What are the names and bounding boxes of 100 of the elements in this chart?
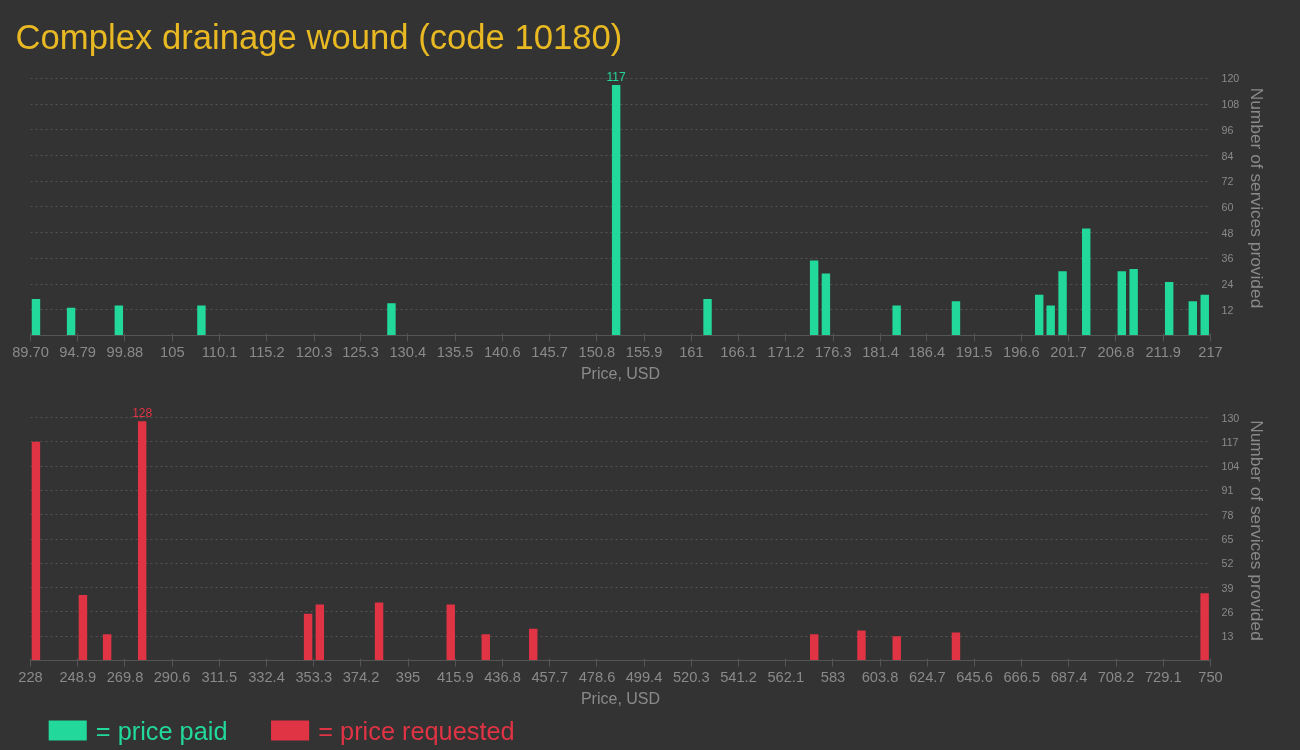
x-tick-label: 99.88 — [106, 343, 144, 360]
legend-label: = price paid — [95, 716, 228, 745]
x-tick-label: 181.4 — [862, 343, 899, 360]
bar — [810, 634, 819, 661]
bar — [1129, 269, 1138, 336]
bar — [303, 613, 313, 661]
y-tick-label: 26 — [1221, 605, 1234, 618]
y-tick-label: 120 — [1221, 72, 1240, 85]
bar — [1034, 294, 1044, 336]
bar — [197, 305, 206, 336]
x-tick-label: 708.2 — [1097, 668, 1135, 685]
y-axis-title: Number of services provided — [1247, 87, 1268, 309]
y-tick-label: 96 — [1221, 123, 1234, 136]
x-tick-label: 125.3 — [342, 343, 379, 360]
bar — [481, 634, 490, 661]
x-tick-label: 603.8 — [861, 668, 899, 685]
bar — [857, 630, 866, 661]
x-tick-label: 191.5 — [955, 343, 993, 360]
bar — [1046, 305, 1055, 336]
x-axis-title: Price, USD — [580, 364, 661, 382]
x-tick-label: 155.9 — [625, 343, 663, 360]
data-label: 117 — [606, 69, 627, 84]
x-tick-label: 729.1 — [1144, 668, 1182, 685]
y-tick-label: 65 — [1221, 533, 1234, 545]
x-tick-label: 186.4 — [908, 343, 946, 360]
y-tick-label: 104 — [1221, 460, 1240, 473]
bar — [387, 303, 396, 336]
bar — [611, 84, 621, 336]
x-tick-label: 206.8 — [1097, 343, 1135, 360]
bar — [31, 299, 41, 336]
bar — [892, 305, 901, 336]
x-tick-label: 562.1 — [767, 668, 805, 685]
x-tick-label: 130.4 — [389, 343, 427, 360]
y-axis-title: Number of services provided — [1247, 420, 1268, 641]
bar — [821, 273, 831, 336]
bar — [1117, 271, 1127, 336]
x-tick-label: 176.3 — [814, 343, 852, 360]
x-tick-label: 135.5 — [436, 343, 474, 360]
x-tick-label: 395 — [395, 668, 421, 685]
x-tick-label: 290.6 — [153, 668, 191, 685]
x-tick-label: 541.2 — [720, 668, 757, 685]
legend-label: = price requested — [318, 716, 515, 745]
y-tick-label: 117 — [1221, 435, 1239, 448]
bar — [446, 604, 455, 661]
x-tick-label: 211.9 — [1145, 343, 1182, 360]
x-tick-label: 94.79 — [59, 343, 97, 360]
y-tick-label: 72 — [1221, 175, 1234, 188]
x-tick-label: 332.4 — [248, 668, 285, 685]
x-tick-label: 161 — [679, 343, 704, 360]
x-tick-label: 145.7 — [531, 343, 568, 360]
x-tick-label: 140.6 — [483, 343, 521, 360]
y-tick-label: 130 — [1221, 411, 1240, 424]
data-label: 128 — [132, 406, 153, 421]
x-tick-label: 166.1 — [720, 343, 758, 360]
x-axis-title: Price, USD — [580, 689, 661, 707]
bar — [1188, 301, 1198, 336]
bar — [102, 634, 112, 661]
bar — [114, 305, 124, 336]
y-tick-label: 36 — [1221, 252, 1234, 265]
bar — [1164, 281, 1174, 336]
y-tick-label: 12 — [1221, 303, 1234, 316]
x-tick-label: 624.7 — [908, 668, 946, 685]
bar — [1200, 593, 1209, 661]
x-tick-label: 217 — [1198, 343, 1223, 360]
x-tick-label: 115.2 — [249, 343, 285, 360]
x-tick-label: 750 — [1198, 668, 1223, 685]
x-tick-label: 120.3 — [295, 343, 333, 360]
x-tick-label: 201.7 — [1050, 343, 1088, 360]
bar — [1081, 228, 1091, 336]
chart-title: Complex drainage wound (code 10180) — [15, 17, 623, 56]
y-tick-label: 91 — [1221, 484, 1234, 497]
x-tick-label: 436.8 — [484, 668, 521, 685]
x-tick-label: 374.2 — [342, 668, 380, 685]
y-tick-label: 39 — [1221, 581, 1234, 594]
x-tick-label: 196.6 — [1003, 343, 1040, 360]
bar — [951, 632, 961, 661]
bar — [315, 604, 325, 661]
bar — [374, 602, 384, 661]
x-tick-label: 110.1 — [201, 343, 238, 360]
y-tick-label: 48 — [1221, 226, 1234, 239]
x-tick-label: 311.5 — [201, 668, 238, 685]
y-tick-label: 108 — [1221, 98, 1240, 111]
x-tick-label: 415.9 — [436, 668, 474, 685]
x-tick-label: 666.5 — [1003, 668, 1041, 685]
x-tick-label: 89.70 — [12, 343, 49, 360]
x-tick-label: 520.3 — [672, 668, 710, 685]
x-tick-label: 687.4 — [1050, 668, 1088, 685]
bar — [66, 307, 76, 336]
bar — [892, 636, 901, 661]
bar — [951, 301, 961, 336]
bar — [529, 628, 538, 661]
bar — [809, 260, 819, 336]
x-tick-label: 457.7 — [531, 668, 569, 685]
bar — [31, 441, 41, 661]
bar — [1058, 271, 1067, 336]
y-tick-label: 84 — [1221, 149, 1234, 162]
bar — [137, 421, 147, 661]
x-tick-label: 583 — [820, 668, 846, 685]
bar — [1200, 294, 1209, 336]
y-tick-label: 78 — [1221, 508, 1234, 521]
